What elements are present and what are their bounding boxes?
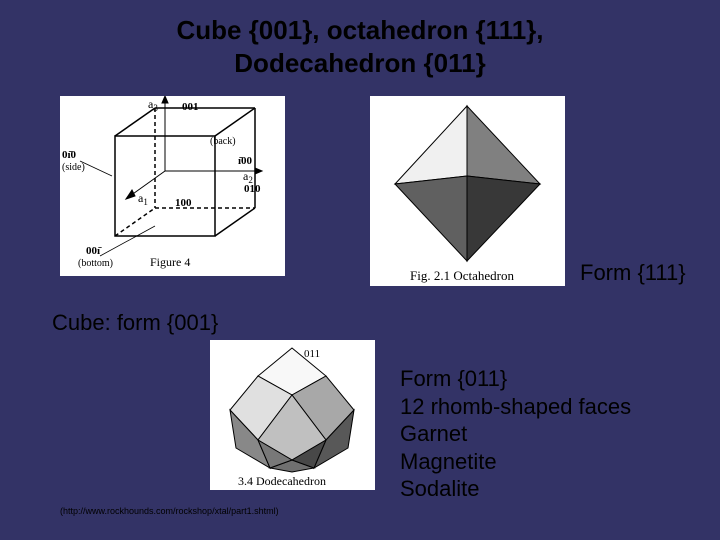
form-011-line1: Form {011} — [400, 366, 507, 391]
source-url: (http://www.rockhounds.com/rockshop/xtal… — [60, 506, 279, 516]
form-011-line2: 12 rhomb-shaped faces — [400, 394, 631, 419]
svg-text:011: 011 — [304, 348, 320, 360]
form-011-line3: Garnet — [400, 421, 467, 446]
svg-text:100: 100 — [175, 197, 192, 209]
form-111-label: Form {111} — [580, 260, 686, 286]
form-011-line5: Sodalite — [400, 476, 480, 501]
svg-text:ı̄00: ı̄00 — [238, 155, 253, 167]
title-line-1: Cube {001}, octahedron {111}, — [176, 15, 543, 45]
svg-text:a1: a1 — [138, 191, 148, 207]
cube-form-label: Cube: form {001} — [52, 310, 218, 336]
svg-text:001: 001 — [182, 101, 199, 113]
svg-text:010: 010 — [244, 183, 261, 195]
svg-text:(bottom): (bottom) — [78, 258, 113, 269]
form-011-block: Form {011} 12 rhomb-shaped faces Garnet … — [400, 365, 631, 503]
title-line-2: Dodecahedron {011} — [234, 48, 485, 78]
svg-text:0ı̄0: 0ı̄0 — [62, 149, 77, 161]
svg-text:(back): (back) — [210, 136, 236, 147]
svg-text:3.4 Dodecahedron: 3.4 Dodecahedron — [238, 474, 326, 488]
dodecahedron-figure: 011 3.4 Dodecahedron — [210, 340, 375, 490]
svg-text:(side): (side) — [62, 162, 85, 173]
svg-text:Fig. 2.1 Octahedron: Fig. 2.1 Octahedron — [410, 268, 514, 283]
form-011-line4: Magnetite — [400, 449, 497, 474]
octahedron-figure: Fig. 2.1 Octahedron — [370, 96, 565, 286]
svg-text:00ı̄: 00ı̄ — [86, 245, 102, 257]
cube-figure: a3 001 (back) 0ı̄0 (side) ı̄00 a2 a1 100… — [60, 96, 285, 276]
svg-text:Figure 4: Figure 4 — [150, 255, 190, 269]
slide-title: Cube {001}, octahedron {111}, Dodecahedr… — [0, 0, 720, 79]
svg-text:a3: a3 — [148, 97, 158, 113]
